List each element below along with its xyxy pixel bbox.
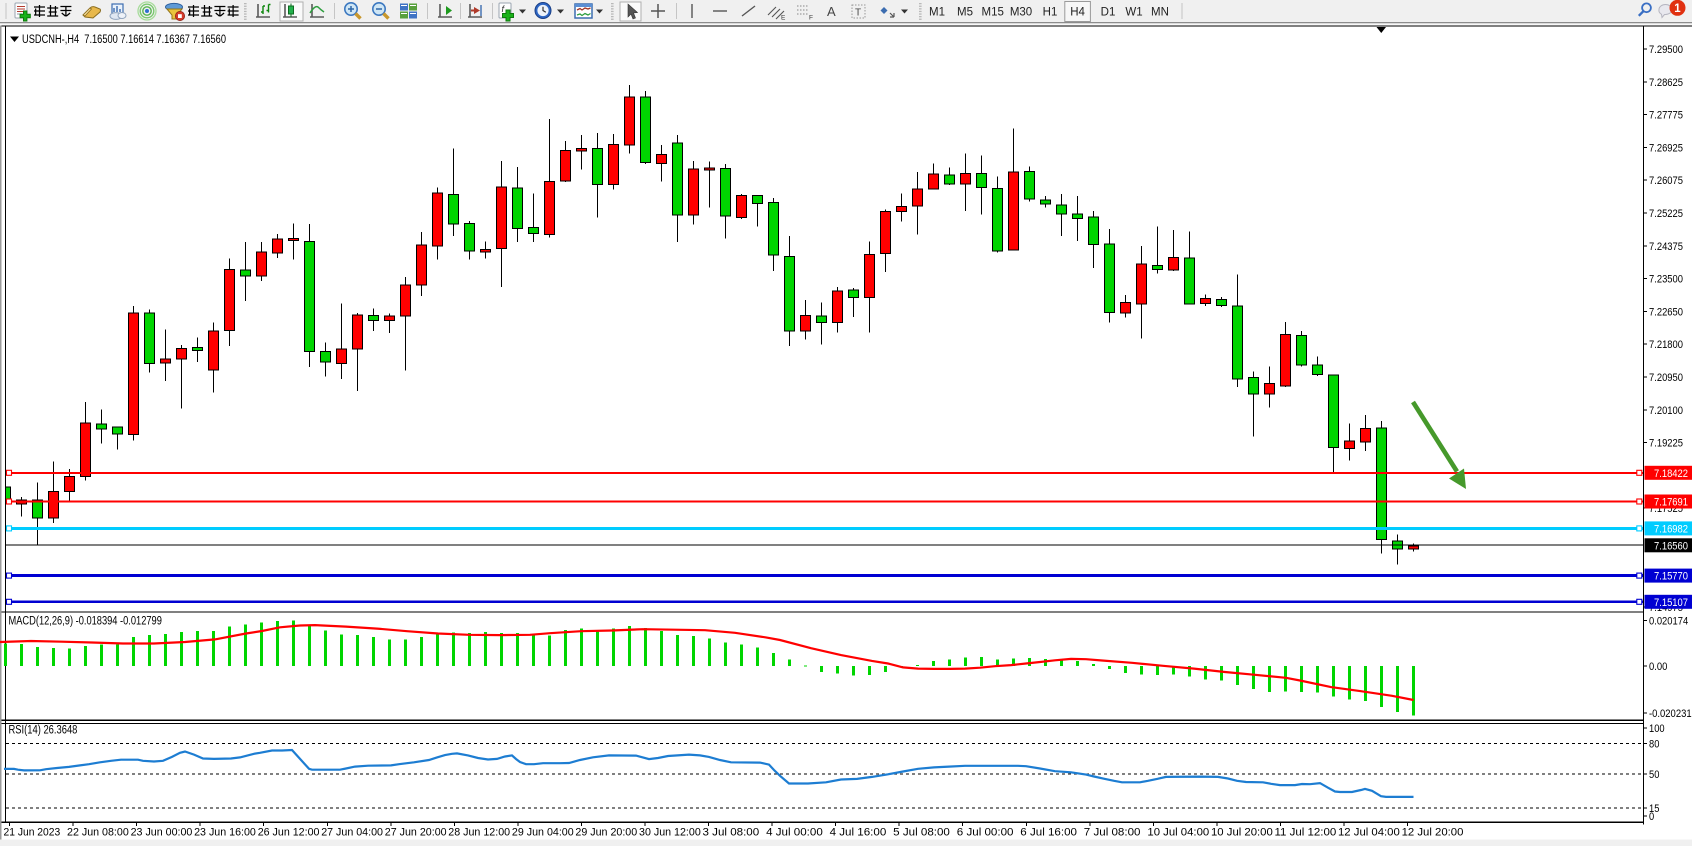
svg-text:7.24375: 7.24375 [1649, 241, 1683, 253]
svg-text:6 Jul 00:00: 6 Jul 00:00 [957, 827, 1014, 839]
svg-text:6 Jul 16:00: 6 Jul 16:00 [1020, 827, 1077, 839]
svg-text:7.15107: 7.15107 [1654, 597, 1688, 609]
svg-text:10 Jul 20:00: 10 Jul 20:00 [1211, 827, 1273, 839]
svg-text:11 Jul 12:00: 11 Jul 12:00 [1275, 827, 1337, 839]
svg-text:7.16560: 7.16560 [1654, 540, 1688, 552]
svg-text:7.25225: 7.25225 [1649, 208, 1683, 220]
svg-text:MACD(12,26,9) -0.018394 -0.012: MACD(12,26,9) -0.018394 -0.012799 [9, 616, 162, 628]
svg-text:12 Jul 04:00: 12 Jul 04:00 [1338, 827, 1400, 839]
svg-text:W1: W1 [1125, 7, 1142, 19]
svg-text:3 Jul 08:00: 3 Jul 08:00 [703, 827, 760, 839]
svg-text:7 Jul 08:00: 7 Jul 08:00 [1084, 827, 1141, 839]
svg-text:7.27775: 7.27775 [1649, 110, 1683, 122]
svg-text:7.22650: 7.22650 [1649, 306, 1683, 318]
svg-text:7.29500: 7.29500 [1649, 44, 1683, 56]
svg-text:7.26925: 7.26925 [1649, 142, 1683, 154]
svg-text:0.020174: 0.020174 [1649, 616, 1688, 628]
svg-text:M15: M15 [982, 7, 1004, 19]
svg-text:RSI(14) 26.3648: RSI(14) 26.3648 [9, 725, 78, 737]
svg-text:7.20950: 7.20950 [1649, 372, 1683, 384]
svg-text:26 Jun 12:00: 26 Jun 12:00 [258, 827, 320, 839]
svg-text:50: 50 [1649, 769, 1659, 781]
svg-text:7.28625: 7.28625 [1649, 77, 1683, 89]
svg-text:H1: H1 [1043, 7, 1058, 19]
svg-text:12 Jul 20:00: 12 Jul 20:00 [1402, 827, 1464, 839]
svg-text:7.21800: 7.21800 [1649, 339, 1683, 351]
svg-text:7.20100: 7.20100 [1649, 405, 1683, 417]
svg-text:27 Jun 20:00: 27 Jun 20:00 [385, 827, 447, 839]
svg-text:5 Jul 08:00: 5 Jul 08:00 [893, 827, 950, 839]
svg-text:A: A [827, 4, 836, 19]
svg-text:4 Jul 16:00: 4 Jul 16:00 [830, 827, 887, 839]
svg-text:USDCNH-,H4 7.16500 7.16614 7.: USDCNH-,H4 7.16500 7.16614 7.16367 7.165… [22, 34, 226, 46]
svg-text:H4: H4 [1070, 7, 1085, 19]
svg-text:M1: M1 [929, 7, 945, 19]
svg-text:23 Jun 16:00: 23 Jun 16:00 [194, 827, 256, 839]
svg-text:M30: M30 [1010, 7, 1032, 19]
svg-text:7.26075: 7.26075 [1649, 175, 1683, 187]
svg-text:21 Jun 2023: 21 Jun 2023 [4, 827, 61, 839]
svg-text:T: T [855, 8, 861, 19]
svg-text:7.19225: 7.19225 [1649, 438, 1683, 450]
svg-text:28 Jun 12:00: 28 Jun 12:00 [448, 827, 510, 839]
svg-text:10 Jul 04:00: 10 Jul 04:00 [1147, 827, 1209, 839]
svg-text:0: 0 [1649, 811, 1654, 823]
svg-text:100: 100 [1649, 723, 1665, 735]
svg-text:MN: MN [1151, 7, 1169, 19]
svg-text:29 Jun 20:00: 29 Jun 20:00 [575, 827, 637, 839]
svg-text:29 Jun 04:00: 29 Jun 04:00 [512, 827, 574, 839]
svg-text:1: 1 [1674, 3, 1681, 15]
svg-text:7.23500: 7.23500 [1649, 274, 1683, 286]
svg-text:80: 80 [1649, 739, 1659, 751]
svg-text:0.00: 0.00 [1649, 661, 1667, 673]
svg-text:7.15770: 7.15770 [1654, 571, 1688, 583]
svg-text:E: E [781, 15, 786, 22]
svg-text:7.17691: 7.17691 [1654, 497, 1688, 509]
svg-text:22 Jun 08:00: 22 Jun 08:00 [67, 827, 129, 839]
svg-text:23 Jun 00:00: 23 Jun 00:00 [131, 827, 193, 839]
svg-text:7.18422: 7.18422 [1654, 468, 1688, 480]
svg-text:7.16982: 7.16982 [1654, 523, 1688, 535]
svg-text:30 Jun 12:00: 30 Jun 12:00 [639, 827, 701, 839]
svg-text:F: F [809, 15, 813, 22]
svg-text:-0.020231: -0.020231 [1649, 708, 1692, 720]
svg-text:M5: M5 [957, 7, 973, 19]
svg-text:27 Jun 04:00: 27 Jun 04:00 [321, 827, 383, 839]
svg-text:4 Jul 00:00: 4 Jul 00:00 [766, 827, 823, 839]
svg-text:D1: D1 [1101, 7, 1116, 19]
